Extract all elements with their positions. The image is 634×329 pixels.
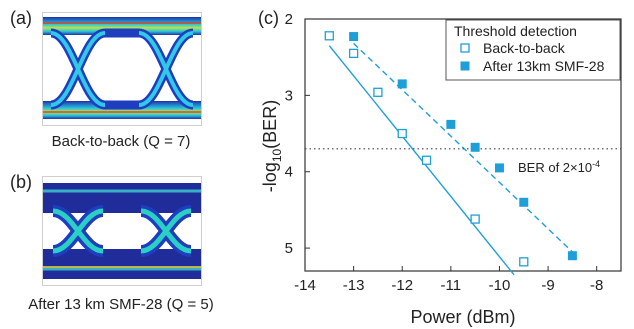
x-tick-label: -10 [489, 277, 511, 294]
x-tick-label: -13 [343, 277, 365, 294]
eye-diagram-back-to-back [42, 12, 202, 126]
point-after-smf28 [349, 32, 359, 42]
x-tick-label: -11 [441, 277, 462, 294]
point-after-smf28 [494, 163, 504, 173]
plot-frame [304, 18, 622, 272]
x-tick-label: -8 [590, 277, 603, 294]
point-back-to-back [470, 214, 480, 224]
point-back-to-back [397, 128, 407, 139]
point-after-smf28 [470, 142, 480, 152]
y-axis-label: -log10(BER) [260, 100, 284, 192]
y-tick-label: 4 [285, 164, 293, 181]
fit-line-back-to-back [328, 45, 515, 276]
eye-diagram-back-to-back-image [43, 13, 201, 125]
eye-diagram-after-smf28-image [43, 177, 201, 285]
y-axis-label-tail: (BER) [260, 100, 280, 149]
panel-label-b: (b) [10, 172, 32, 192]
legend-label-back-to-back: Back-to-back [483, 40, 566, 56]
y-axis-label-sub: 10 [270, 148, 284, 162]
point-back-to-back [373, 87, 383, 97]
threshold-label-prefix: BER of 2×10 [518, 160, 592, 175]
x-tick-label: -14 [294, 277, 316, 294]
point-after-smf28 [519, 197, 529, 207]
x-axis-label: Power (dBm) [410, 307, 515, 327]
point-after-smf28 [446, 119, 456, 129]
point-back-to-back [421, 155, 432, 165]
point-after-smf28 [567, 251, 577, 261]
point-back-to-back [348, 48, 359, 59]
y-tick-label: 5 [285, 240, 293, 257]
y-axis-label-main: -log [260, 162, 280, 192]
point-back-to-back [519, 257, 529, 267]
panel-label-a: (a) [10, 8, 32, 28]
caption-back-to-back: Back-to-back (Q = 7) [51, 133, 191, 150]
eye-diagram-after-smf28 [42, 176, 202, 286]
panel-label-c: (c) [258, 8, 279, 28]
fit-line-after-smf28 [353, 42, 573, 253]
y-tick-label: 2 [285, 11, 293, 28]
legend-marker-back-to-back [460, 43, 470, 53]
x-tick-label: -12 [391, 277, 413, 294]
threshold-label: BER of 2×10-4 [518, 159, 600, 175]
legend-box [445, 19, 621, 81]
legend-marker-after-smf28 [460, 61, 470, 71]
legend: Threshold detection Back-to-back After 1… [445, 19, 621, 81]
legend-label-after-smf28: After 13km SMF-28 [483, 58, 605, 74]
threshold-label-exp: -4 [592, 159, 600, 169]
caption-after-smf28: After 13 km SMF-28 (Q = 5) [28, 296, 214, 313]
point-after-smf28 [397, 79, 407, 89]
y-tick-label: 3 [285, 87, 293, 104]
point-back-to-back [324, 31, 334, 41]
x-tick-label: -9 [541, 277, 554, 294]
legend-title: Threshold detection [454, 23, 577, 39]
